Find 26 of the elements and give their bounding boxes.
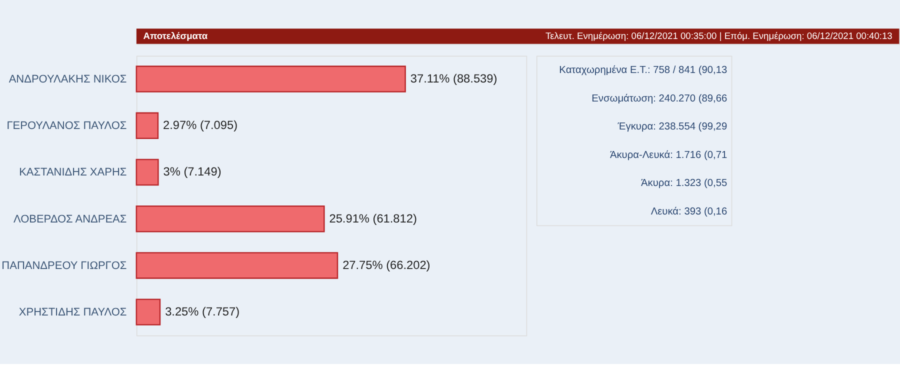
text: Ενσωμάτωση: 240.270 (89,66 <box>592 93 728 104</box>
y-tick-label: ΧΡΗΣΤΙΔΗΣ ΠΑΥΛΟΣ <box>18 306 127 318</box>
y-tick-label: ΚΑΣΤΑΝΙΔΗΣ ΧΑΡΗΣ <box>19 166 127 179</box>
data-label: 3.25% (7.757) <box>165 304 240 318</box>
bar <box>136 112 159 139</box>
data-label: 3% (7.149) <box>163 164 222 179</box>
text: Καταχωρημένα Ε.Τ.: 758 / 841 (90,13 <box>559 65 728 76</box>
y-tick-label: ΓΕΡΟΥΛΑΝΟΣ ΠΑΥΛΟΣ <box>6 120 127 132</box>
text: Άκυρα-Λευκά: 1.716 (0,71 <box>610 150 728 161</box>
data-label: 37.11% (88.539) <box>410 71 498 86</box>
text: Άκυρα: 1.323 (0,55 <box>641 178 728 190</box>
bar <box>136 298 161 326</box>
y-tick-label: ΑΝΔΡΟΥΛΑΚΗΣ ΝΙΚΟΣ <box>8 73 127 86</box>
bar <box>136 252 338 279</box>
text: Έγκυρα: 238.554 (99,29 <box>616 122 728 133</box>
bar <box>136 206 325 232</box>
bar <box>136 158 159 186</box>
chart-title: Αποτελέσματα <box>143 30 208 41</box>
y-tick-label: ΛΟΒΕΡΔΟΣ ΑΝΔΡΕΑΣ <box>13 213 127 226</box>
bar <box>136 66 406 92</box>
y-tick-label: ΠΑΠΑΝΔΡΕΟΥ ΓΙΩΡΓΟΣ <box>2 260 127 272</box>
data-label: 2.97% (7.095) <box>163 118 238 132</box>
data-label: 25.91% (61.812) <box>329 211 417 226</box>
text: Λευκά: 393 (0,16 <box>650 206 728 218</box>
data-label: 27.75% (66.202) <box>342 258 430 272</box>
text: Τελευτ. Ενημέρωση: 06/12/2021 00:35:00 | Επόμ. Ενημέρωση: 06/12/2021 00:40:13 <box>545 30 892 41</box>
